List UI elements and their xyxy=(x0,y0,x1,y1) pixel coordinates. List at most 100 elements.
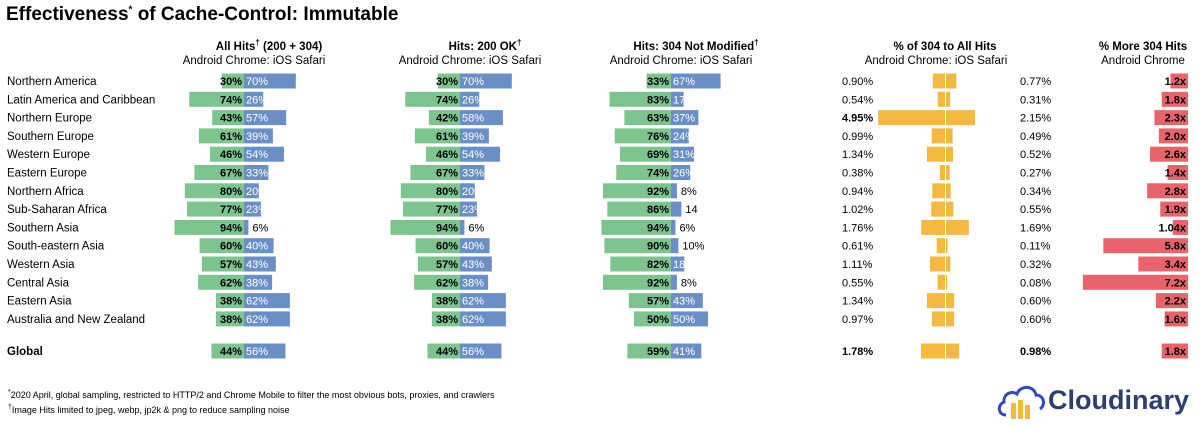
footnote-1: *2020 April, global sampling, restricted… xyxy=(8,389,494,400)
android-pct304-bar xyxy=(931,201,945,217)
ios-pct304-bar xyxy=(946,128,953,144)
more304-value-label: 2.6x xyxy=(1165,149,1187,161)
android-bar xyxy=(187,201,244,217)
android-bar xyxy=(431,293,460,309)
android-bar xyxy=(199,238,244,254)
more304-bar xyxy=(1155,293,1188,309)
android-bar xyxy=(431,311,460,327)
more304-value-label: 2.2x xyxy=(1165,296,1187,308)
ios-bar xyxy=(244,146,284,162)
android-value-label: 90% xyxy=(647,241,669,253)
android-value-label: 38% xyxy=(436,314,458,326)
android-value-label: 30% xyxy=(436,76,458,88)
ios-pct304-label: 0.32% xyxy=(1020,259,1051,271)
chart-title: Effectiveness* of Cache-Control: Immutab… xyxy=(6,4,398,26)
panel-subtitle: Android Chrome: iOS Safari xyxy=(183,55,326,67)
ios-bar xyxy=(460,343,502,359)
ios-pct304-bar xyxy=(946,110,976,126)
android-value-label: 94% xyxy=(647,222,669,234)
ios-pct304-bar xyxy=(946,311,955,327)
panel-title: Hits: 304 Not Modified† xyxy=(633,38,758,53)
ios-value-label: 62% xyxy=(462,314,484,326)
ios-bar xyxy=(671,256,685,272)
ios-value-label: 33% xyxy=(462,168,484,180)
android-value-label: 94% xyxy=(220,222,242,234)
ios-value-label: 58% xyxy=(462,113,484,125)
android-value-label: 60% xyxy=(436,241,458,253)
android-value-label: 92% xyxy=(647,277,669,289)
android-pct304-label: 0.94% xyxy=(842,186,873,198)
android-value-label: 62% xyxy=(436,277,458,289)
category-label: Southern Asia xyxy=(7,222,79,234)
android-bar xyxy=(437,73,460,89)
ios-bar xyxy=(671,110,699,126)
ios-value-label: 40% xyxy=(462,241,484,253)
ios-value-label: 39% xyxy=(246,131,268,143)
ios-value-label: 8% xyxy=(681,186,697,198)
category-label: Eastern Asia xyxy=(7,296,72,308)
android-bar xyxy=(414,128,460,144)
ios-bar xyxy=(460,311,506,327)
footnote-2: †Image Hits limited to jpeg, webp, jp2k … xyxy=(8,404,290,415)
android-pct304-bar xyxy=(932,183,945,199)
android-pct304-label: 1.78% xyxy=(842,346,873,358)
more304-value-label: 2.0x xyxy=(1165,131,1187,143)
more304-bar xyxy=(1160,201,1188,217)
category-label: Sub-Saharan Africa xyxy=(7,204,107,216)
ios-pct304-label: 0.98% xyxy=(1020,346,1051,358)
android-value-label: 74% xyxy=(647,168,669,180)
ios-pct304-bar xyxy=(946,146,954,162)
panel-title: All Hits† (200 + 304) xyxy=(216,38,323,53)
ios-value-label: 56% xyxy=(246,346,268,358)
android-value-label: 83% xyxy=(647,94,669,106)
ios-bar xyxy=(460,91,480,107)
category-label: Western Europe xyxy=(7,149,90,161)
ios-pct304-label: 2.15% xyxy=(1020,113,1051,125)
android-bar xyxy=(646,73,671,89)
ios-pct304-label: 0.27% xyxy=(1020,168,1051,180)
android-value-label: 74% xyxy=(220,94,242,106)
ios-value-label: 43% xyxy=(246,259,268,271)
category-label: Northern Europe xyxy=(7,113,92,125)
title-text: Effectiveness xyxy=(6,4,129,25)
android-value-label: 63% xyxy=(647,113,669,125)
android-bar xyxy=(415,238,460,254)
category-label: South-eastern Asia xyxy=(7,241,105,253)
more304-value-label: 2.8x xyxy=(1165,186,1187,198)
cloud-icon xyxy=(997,385,1045,419)
more304-value-label: 7.2x xyxy=(1165,277,1187,289)
more304-value-label: 1.9x xyxy=(1165,204,1187,216)
ios-pct304-label: 0.60% xyxy=(1020,314,1051,326)
ios-value-label: 24% xyxy=(673,131,695,143)
android-value-label: 44% xyxy=(436,346,458,358)
android-pct304-bar xyxy=(921,219,945,235)
ios-bar xyxy=(671,293,703,309)
category-label: Southern Europe xyxy=(7,131,94,143)
ios-pct304-label: 1.69% xyxy=(1020,222,1051,234)
ios-bar xyxy=(244,343,286,359)
more304-bar xyxy=(1172,219,1188,235)
android-value-label: 59% xyxy=(647,346,669,358)
android-bar xyxy=(627,343,671,359)
android-bar xyxy=(425,146,460,162)
android-pct304-label: 0.90% xyxy=(842,76,873,88)
android-value-label: 57% xyxy=(647,296,669,308)
logo-text: Cloudinary xyxy=(1048,385,1190,415)
ios-value-label: 6% xyxy=(468,222,484,234)
ios-bar xyxy=(671,238,679,254)
more304-bar xyxy=(1161,343,1188,359)
more304-bar xyxy=(1103,238,1188,254)
title-footnote-mark: * xyxy=(128,4,133,16)
ios-value-label: 6% xyxy=(252,222,268,234)
android-pct304-bar xyxy=(920,343,945,359)
ios-value-label: 67% xyxy=(673,76,695,88)
android-value-label: 38% xyxy=(436,296,458,308)
android-pct304-bar xyxy=(936,238,945,254)
android-bar xyxy=(212,110,244,126)
more304-value-label: 5.8x xyxy=(1165,241,1187,253)
more304-bar xyxy=(1150,146,1188,162)
android-pct304-label: 0.54% xyxy=(842,94,873,106)
android-bar xyxy=(601,219,671,235)
category-label: Australia and New Zealand xyxy=(7,314,145,326)
android-bar xyxy=(604,238,671,254)
